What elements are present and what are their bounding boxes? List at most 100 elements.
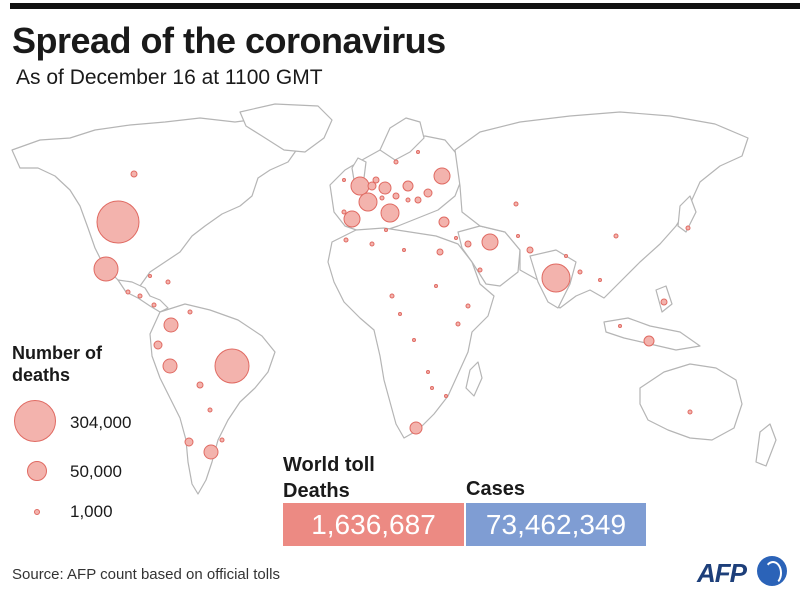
bubble-honduras (137, 293, 143, 299)
landmass-central-america (117, 279, 169, 313)
bubble-italy (380, 203, 400, 223)
legend-label-large: 304,000 (70, 413, 132, 432)
bubble-saudi (477, 267, 483, 273)
bubble-nepal (564, 254, 568, 258)
bubble-bolivia (196, 381, 204, 389)
landmass-uk (351, 157, 367, 181)
legend-circle-small (34, 509, 40, 515)
bubble-finland (416, 150, 420, 154)
bubble-australia (687, 409, 693, 415)
bubble-libya (402, 248, 406, 252)
bubble-algeria (369, 241, 375, 247)
landmass-north-america (11, 117, 301, 291)
bubble-venezuela (187, 309, 193, 315)
bubble-switzerland (379, 195, 385, 201)
bubble-afghanistan (516, 234, 520, 238)
bubble-south-africa (409, 421, 423, 435)
world-map (11, 103, 777, 495)
globe-icon (757, 556, 787, 586)
bubble-kazakhstan (513, 201, 519, 207)
death-bubbles (93, 150, 693, 460)
landmass-africa (327, 227, 495, 439)
bubble-belgium (367, 181, 377, 191)
bubble-philippines (660, 298, 668, 306)
bubble-cameroon (398, 312, 402, 316)
bubble-colombia (163, 317, 179, 333)
bubble-turkey (438, 216, 450, 228)
bubble-indonesia (643, 335, 655, 347)
bubble-guatemala (125, 289, 131, 295)
bubble-czechia (392, 192, 400, 200)
deaths-heading: Deaths (283, 480, 350, 502)
legend-title: Number of deaths (12, 343, 102, 385)
bubble-uruguay (219, 437, 225, 443)
landmass-asia (454, 111, 749, 309)
landmass-new-zealand (755, 423, 777, 467)
bubble-canada (130, 170, 138, 178)
map-subtitle: As of December 16 at 1100 GMT (16, 66, 323, 89)
bubble-portugal (341, 209, 347, 215)
legend-circle-medium (27, 461, 47, 481)
bubble-tunisia (384, 228, 388, 232)
bubble-chile (184, 437, 194, 447)
bubble-france (358, 192, 378, 212)
bubble-panama (151, 302, 157, 308)
landmass-japan (677, 195, 697, 233)
source-note: Source: AFP count based on official toll… (12, 566, 280, 583)
land-outlines (11, 103, 777, 495)
bubble-zimbabwe (430, 386, 434, 390)
bubble-ecuador (153, 340, 163, 350)
deaths-total-value: 1,636,687 (311, 508, 436, 540)
bubble-dominican (165, 279, 171, 285)
bubble-zambia (426, 370, 430, 374)
bubble-ireland (342, 178, 346, 182)
bubble-japan (685, 225, 691, 231)
bubble-iran (481, 233, 499, 251)
bubble-nigeria (389, 293, 395, 299)
bubble-pakistan (526, 246, 534, 254)
bubble-kenya (455, 321, 461, 327)
bubble-romania (414, 196, 422, 204)
map-title: Spread of the coronavirus (12, 20, 446, 61)
bubble-iraq (464, 240, 472, 248)
landmass-madagascar (465, 361, 483, 397)
bubble-peru (162, 358, 178, 374)
landmass-south-america (149, 303, 276, 495)
bubble-myanmar (598, 278, 602, 282)
bubble-egypt (436, 248, 444, 256)
bubble-india (541, 263, 571, 293)
world-toll-title: World toll Deaths (283, 452, 375, 504)
bubble-mexico (93, 256, 119, 282)
bubble-spain (343, 210, 361, 228)
cases-total-box: 73,462,349 (466, 503, 646, 546)
bubble-china (613, 233, 619, 239)
bubble-sweden (393, 159, 399, 165)
bubble-ethiopia (465, 303, 471, 309)
bubble-hungary (405, 197, 411, 203)
bubble-uk (350, 176, 370, 196)
bubble-mozambique (444, 394, 448, 398)
bubble-russia (433, 167, 451, 185)
bubble-bangladesh (577, 269, 583, 275)
bubble-syria (454, 236, 458, 240)
bubble-germany (378, 181, 392, 195)
bubble-netherlands (372, 176, 380, 184)
bubble-brazil (214, 348, 250, 384)
landmass-indonesia (603, 317, 701, 351)
bubble-usa (96, 200, 140, 244)
bubble-malaysia (618, 324, 622, 328)
bubble-sudan (434, 284, 438, 288)
legend-label-medium: 50,000 (70, 462, 122, 481)
afp-logo: AFP (697, 558, 747, 588)
legend-circle-large (14, 400, 56, 442)
landmass-scandinavia (379, 117, 425, 161)
bubble-morocco (343, 237, 349, 243)
bubble-cuba (148, 274, 152, 278)
deaths-total-box: 1,636,687 (283, 503, 464, 546)
landmass-australia (639, 363, 743, 441)
cases-heading: Cases (466, 478, 525, 500)
bubble-ukraine (423, 188, 433, 198)
cases-total-value: 73,462,349 (485, 508, 627, 540)
bubble-paraguay (207, 407, 213, 413)
bubble-poland (402, 180, 414, 192)
